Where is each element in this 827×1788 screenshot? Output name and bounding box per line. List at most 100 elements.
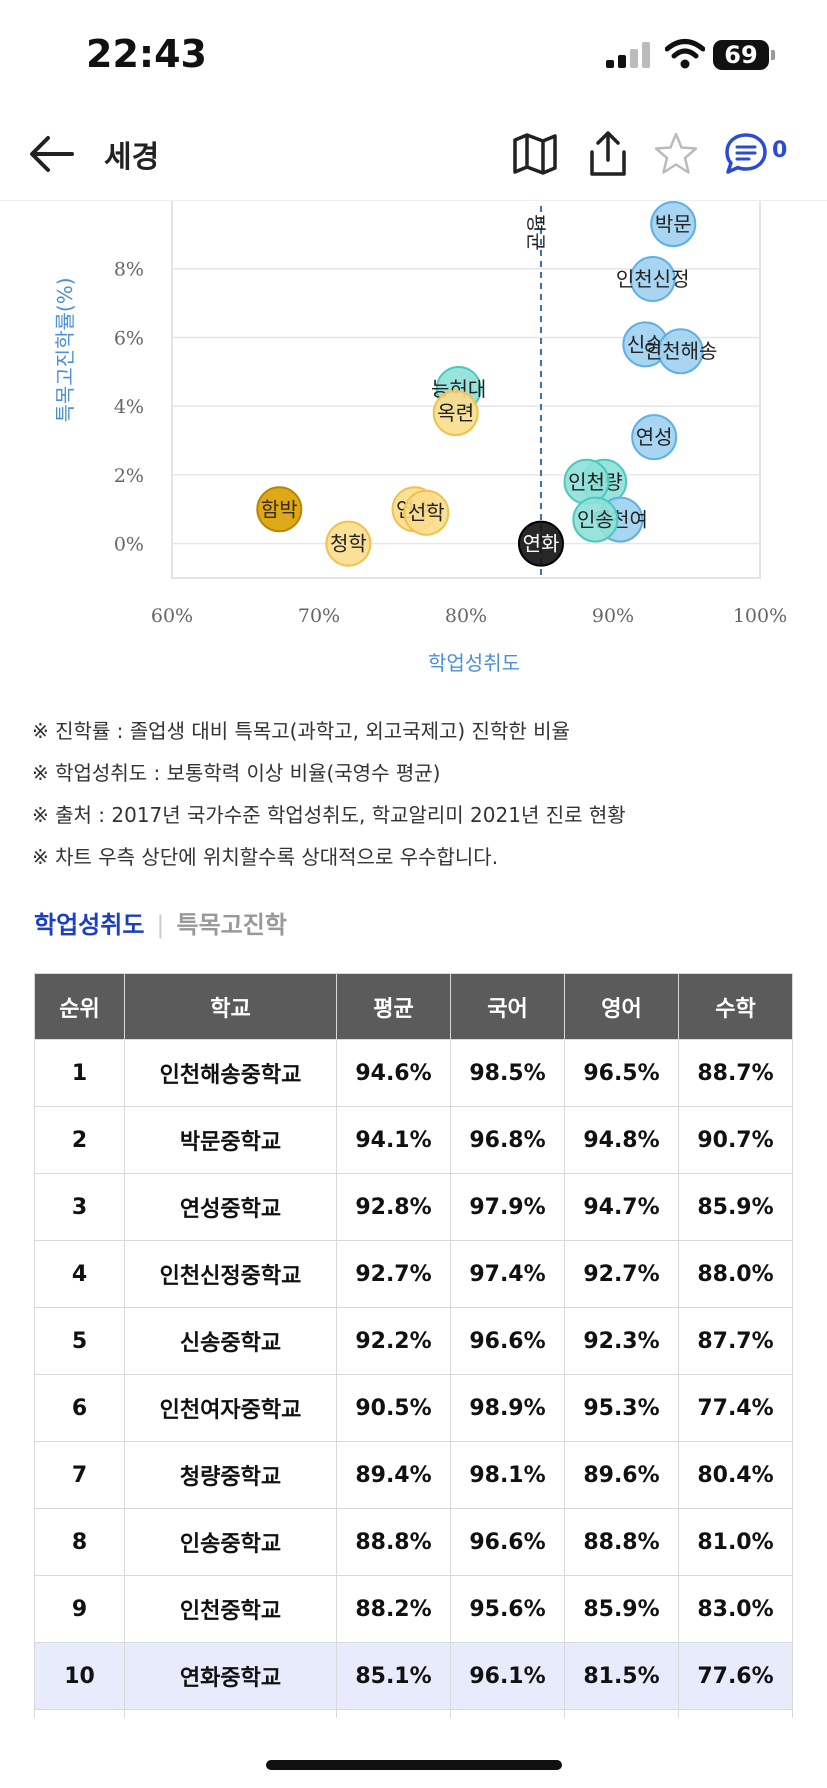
data-point [631,414,678,461]
rank-cell: 7 [34,1441,125,1509]
data-point [256,486,303,533]
data-point-label: 신송 [627,332,664,356]
chart-top-edge [0,200,827,201]
back-arrow-icon[interactable] [28,132,76,176]
korean-cell: 98.5% [450,1039,565,1107]
average-line-label: 평균 [524,214,548,251]
average-cell: 94.1% [336,1106,451,1174]
rank-cell: 2 [34,1106,125,1174]
rank-cell: 10 [34,1642,125,1710]
korean-cell: 96.1% [450,1642,565,1710]
status-time: 22:43 [86,32,207,76]
rank-cell: 9 [34,1575,125,1643]
table-row[interactable]: 9 인천중학교 88.2% 95.6% 85.9% 83.0% [34,1575,793,1643]
share-icon[interactable] [584,130,632,178]
signal-icon [606,42,650,68]
english-cell: 85.9% [564,1575,679,1643]
school-cell: 인천여자중학교 [124,1374,337,1442]
tab-divider: | [156,911,165,939]
comment-icon[interactable] [722,130,770,178]
table-row[interactable]: 4 인천신정중학교 92.7% 97.4% 92.7% 88.0% [34,1240,793,1308]
table-row[interactable]: 5 신송중학교 92.2% 96.6% 92.3% 87.7% [34,1307,793,1375]
x-axis-label: 학업성취도 [428,651,520,675]
column-header-english: 영어 [564,973,679,1040]
english-cell: 94.8% [564,1106,679,1174]
school-cell: 인천신정중학교 [124,1240,337,1308]
scatter-chart: 0% 2% 4% 6% 8% 60% 70% 80% 90% 100% 학업성취도 특목고진학률(%)… [0,200,827,690]
table-row[interactable]: 7 청량중학교 89.4% 98.1% 89.6% 80.4% [34,1441,793,1509]
comment-count: 0 [772,138,788,163]
y-tick-label: 2% [114,465,144,487]
note-line: ※ 진학률 : 졸업생 대비 특목고(과학고, 외고국제고) 진학한 비율 [32,719,570,743]
math-cell: 77.4% [678,1374,793,1442]
data-point-label: 인송 [577,508,614,532]
math-cell: 83.0% [678,1575,793,1643]
data-point-label: 박문 [655,212,692,236]
data-point [572,496,619,543]
data-point [517,520,564,567]
math-cell: 90.7% [678,1106,793,1174]
table-row[interactable]: 6 인천여자중학교 90.5% 98.9% 95.3% 77.4% [34,1374,793,1442]
school-cell: 신송중학교 [124,1307,337,1375]
school-cell: 연성중학교 [124,1173,337,1241]
korean-cell: 96.8% [450,1106,565,1174]
korean-cell: 96.6% [450,1307,565,1375]
column-header-rank: 순위 [34,973,125,1040]
map-icon[interactable] [511,130,559,178]
note-line: ※ 출처 : 2017년 국가수준 학업성취도, 학교알리미 2021년 진로 … [32,803,626,827]
data-point-label: 인천신정 [616,267,690,291]
average-cell: 92.2% [336,1307,451,1375]
data-point [432,390,479,437]
math-cell: 85.9% [678,1173,793,1241]
table-row[interactable]: 1 인천해송중학교 94.6% 98.5% 96.5% 88.7% [34,1039,793,1107]
korean-cell: 96.6% [450,1508,565,1576]
rank-cell: 5 [34,1307,125,1375]
average-cell: 94.6% [336,1039,451,1107]
english-cell: 89.6% [564,1441,679,1509]
table-row[interactable]: 2 박문중학교 94.1% 96.8% 94.8% 90.7% [34,1106,793,1174]
data-point-label: 연성 [636,425,673,449]
average-cell: 88.2% [336,1575,451,1643]
english-cell: 92.7% [564,1240,679,1308]
x-tick-label: 90% [592,605,634,627]
korean-cell: 98.9% [450,1374,565,1442]
data-point-label: 연화 [523,532,560,556]
english-cell: 96.5% [564,1039,679,1107]
average-cell: 85.1% [336,1642,451,1710]
wifi-icon [665,39,705,69]
table-row[interactable]: 8 인송중학교 88.8% 96.6% 88.8% 81.0% [34,1508,793,1576]
english-cell: 92.3% [564,1307,679,1375]
tab-achievement[interactable]: 학업성취도 [34,911,145,939]
home-indicator [266,1760,562,1770]
rank-cell: 8 [34,1508,125,1576]
school-cell: 인천해송중학교 [124,1039,337,1107]
average-cell: 88.8% [336,1508,451,1576]
math-cell: 87.7% [678,1307,793,1375]
x-tick-label: 100% [733,605,787,627]
x-tick-label: 70% [298,605,340,627]
column-header-math: 수학 [678,973,793,1040]
table-row[interactable]: 3 연성중학교 92.8% 97.9% 94.7% 85.9% [34,1173,793,1241]
rank-cell: 6 [34,1374,125,1442]
school-cell: 박문중학교 [124,1106,337,1174]
y-tick-label: 0% [114,534,144,556]
chart-notes: ※ 진학률 : 졸업생 대비 특목고(과학고, 외고국제고) 진학한 비율 ※ … [32,710,812,878]
battery-icon: 69 [713,40,775,70]
data-point-label: 청학 [330,532,367,556]
tab-special-school[interactable]: 특목고진학 [176,911,287,939]
table-row[interactable]: 10 연화중학교 85.1% 96.1% 81.5% 77.6% [34,1642,793,1710]
x-tick-label: 60% [151,605,193,627]
scatter-chart-svg: 0% 2% 4% 6% 8% 60% 70% 80% 90% 100% 학업성취도 특목고진학률(%)… [0,200,827,675]
rank-cell: 3 [34,1173,125,1241]
math-cell: 88.7% [678,1039,793,1107]
korean-cell: 97.4% [450,1240,565,1308]
english-cell: 81.5% [564,1642,679,1710]
note-line: ※ 차트 우측 상단에 위치할수록 상대적으로 우수합니다. [32,845,499,869]
school-cell: 인천중학교 [124,1575,337,1643]
math-cell: 80.4% [678,1441,793,1509]
star-icon[interactable] [652,130,700,178]
data-point-label: 인천 [568,470,605,494]
math-cell: 81.0% [678,1508,793,1576]
school-cell: 청량중학교 [124,1441,337,1509]
data-point-label: 옥련 [437,401,474,425]
